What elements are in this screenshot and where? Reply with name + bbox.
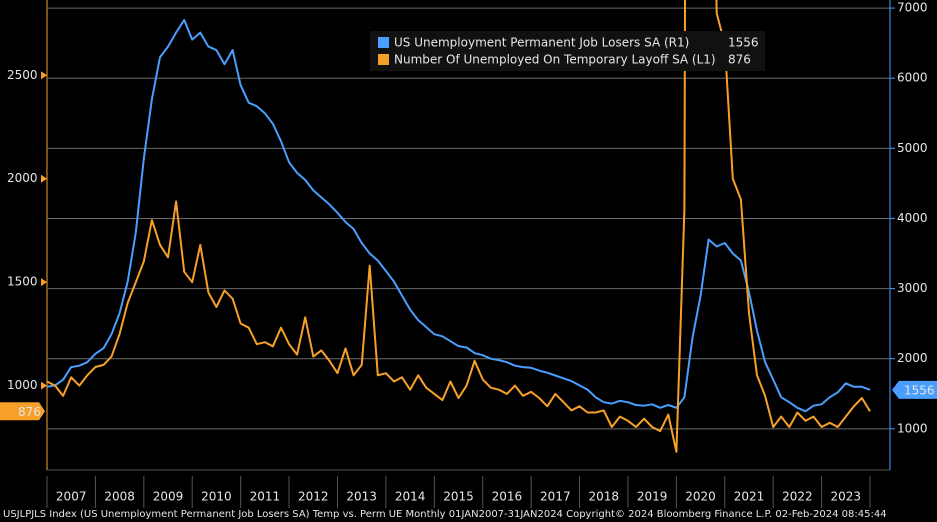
y-tick-label: 1500: [7, 275, 38, 289]
x-tick-label: 2018: [588, 490, 619, 504]
x-tick-label: 2014: [395, 490, 426, 504]
plot: [47, 0, 871, 453]
y2-tick-label: 3000: [897, 281, 928, 295]
y2-tick-label: 4000: [897, 211, 928, 225]
y2-tick-label: 7000: [897, 1, 928, 15]
legend-value: 876: [728, 53, 751, 67]
x-tick-label: 2007: [56, 490, 87, 504]
y-tick-label: 2000: [7, 171, 38, 185]
x-tick-label: 2008: [104, 490, 135, 504]
x-tick-label: 2020: [685, 490, 716, 504]
x-tick-label: 2011: [250, 490, 281, 504]
x-tick-label: 2013: [346, 490, 377, 504]
x-tick-label: 2017: [540, 490, 571, 504]
x-tick-label: 2009: [153, 490, 184, 504]
legend-swatch: [378, 54, 389, 65]
y-tick-mark: [41, 71, 47, 80]
x-tick-label: 2022: [782, 490, 813, 504]
legend-swatch: [378, 37, 389, 48]
y2-tick-label: 2000: [897, 351, 928, 365]
legend-label: Number Of Unemployed On Temporary Layoff…: [394, 53, 716, 67]
last-value-tag: [892, 380, 937, 399]
y-tick-label: 1000: [7, 378, 38, 392]
footer: USJLPJLS Index (US Unemployment Permanen…: [3, 509, 887, 520]
y2-tick-label: 6000: [897, 71, 928, 85]
y-tick-label: 2500: [7, 68, 38, 82]
y-tick-mark: [41, 278, 47, 287]
axes: 1000 1500 2000 2500 1000 2000 3000 4000 5000 6000…: [0, 1, 937, 508]
grid: [47, 7, 890, 430]
y-tick-mark: [41, 381, 47, 390]
x-tick-label: 2019: [637, 490, 668, 504]
x-tick-label: 2016: [492, 490, 523, 504]
series-line: [47, 0, 871, 453]
y-tick-mark: [41, 174, 47, 183]
x-tick-label: 2012: [298, 490, 329, 504]
last-value-label: 1556: [904, 383, 935, 397]
x-tick-label: 2021: [734, 490, 765, 504]
legend-value: 1556: [728, 36, 759, 50]
x-tick-label: 2023: [831, 490, 862, 504]
y2-tick-label: 5000: [897, 141, 928, 155]
x-tick-label: 2010: [201, 490, 232, 504]
legend-label: US Unemployment Permanent Job Losers SA …: [394, 36, 689, 50]
legend: US Unemployment Permanent Job Losers SA …: [370, 31, 765, 71]
last-value-label: 876: [18, 405, 41, 419]
series-line: [47, 19, 871, 413]
last-value-tag: [0, 402, 45, 421]
y2-tick-label: 1000: [897, 421, 928, 435]
x-tick-label: 2015: [443, 490, 474, 504]
legend-box: [370, 31, 765, 71]
